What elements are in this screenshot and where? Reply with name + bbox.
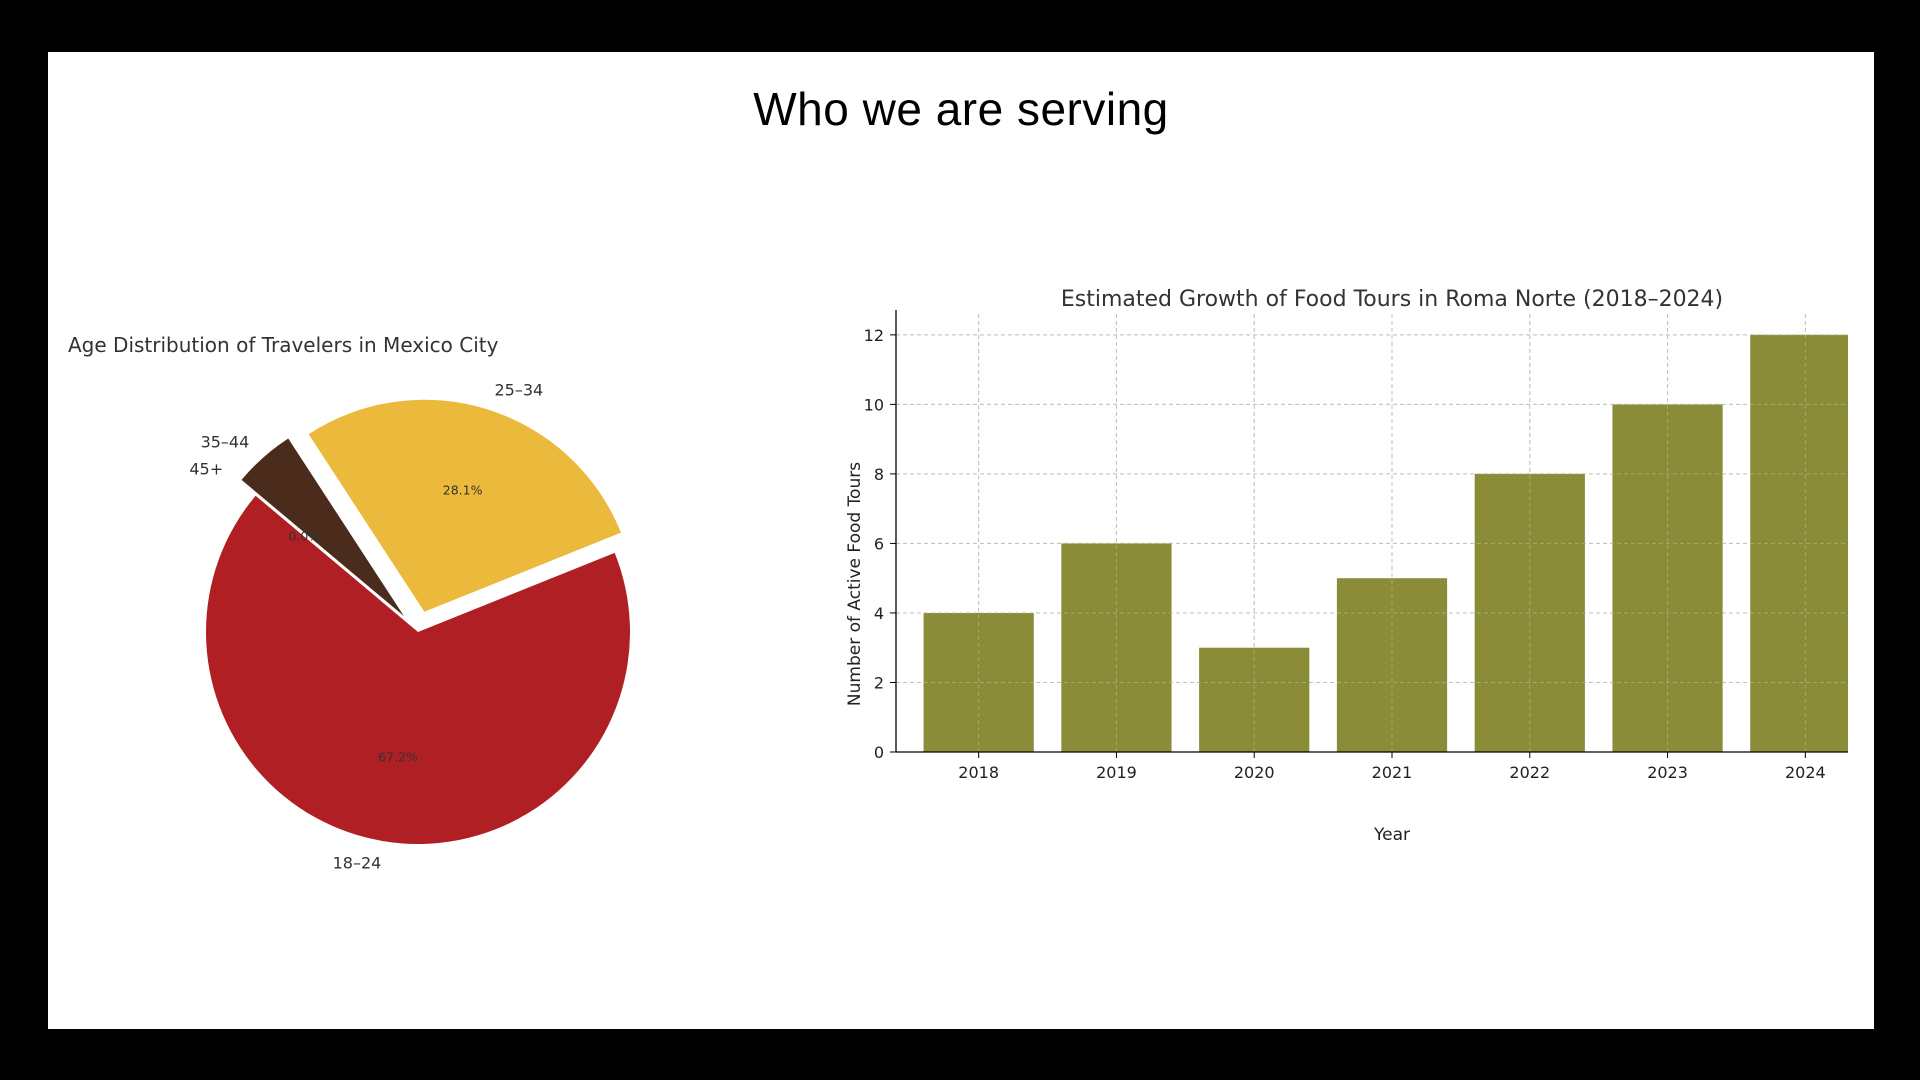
pie-slice-25–34 (308, 399, 622, 612)
bar-chart-title: Estimated Growth of Food Tours in Roma N… (1061, 287, 1723, 312)
pie-pct-18–24: 67.2% (378, 750, 418, 765)
bar-y-tick-label: 0 (874, 743, 884, 762)
food-tours-bar-chart: Estimated Growth of Food Tours in Roma N… (845, 287, 1848, 845)
bar-x-tick-label-2022: 2022 (1509, 763, 1550, 782)
bar-y-tick-label: 4 (874, 604, 884, 623)
bar-y-tick-label: 10 (864, 395, 884, 414)
pie-label-25–34: 25–34 (494, 380, 543, 399)
bar-y-tick-label: 8 (874, 465, 884, 484)
bar-y-axis-label: Number of Active Food Tours (845, 462, 865, 706)
pie-pct-25–34: 28.1% (443, 482, 483, 497)
age-pie-chart: Age Distribution of Travelers in Mexico … (68, 333, 630, 872)
bar-y-tick-label: 2 (874, 673, 884, 692)
slide: Who we are serving Age Distribution of T… (48, 52, 1874, 1029)
pie-slice-18–24 (205, 495, 630, 845)
pie-slice-35–44 (241, 438, 404, 617)
pie-chart-title: Age Distribution of Travelers in Mexico … (68, 333, 499, 357)
bar-x-tick-label-2023: 2023 (1647, 763, 1688, 782)
pie-label-35–44: 35–44 (201, 433, 250, 452)
pie-pct-45+: 0.0% (288, 529, 320, 544)
pie-label-45+: 45+ (189, 459, 223, 478)
bar-y-tick-label: 6 (874, 534, 884, 553)
bar-x-tick-label-2024: 2024 (1785, 763, 1826, 782)
pie-label-18–24: 18–24 (333, 853, 382, 872)
bar-x-tick-label-2020: 2020 (1234, 763, 1275, 782)
bar-x-tick-label-2018: 2018 (958, 763, 999, 782)
bar-x-axis-label: Year (1373, 825, 1410, 845)
bar-y-tick-label: 12 (864, 326, 884, 345)
bar-x-tick-label-2019: 2019 (1096, 763, 1137, 782)
bar-x-tick-label-2021: 2021 (1372, 763, 1413, 782)
bar-2019 (1061, 543, 1172, 752)
slide-title: Who we are serving (753, 83, 1169, 135)
